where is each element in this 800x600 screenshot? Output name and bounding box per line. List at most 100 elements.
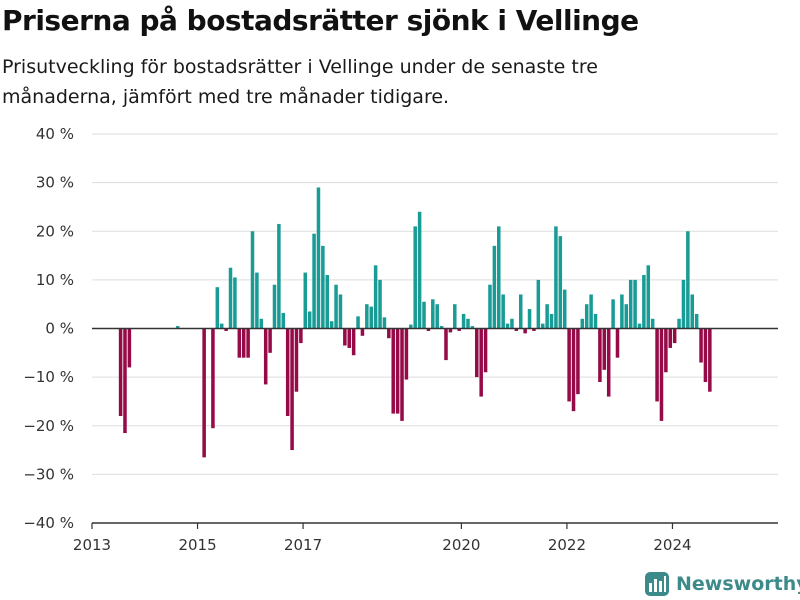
axes [92, 327, 778, 524]
bar [470, 326, 475, 329]
bar [611, 299, 615, 329]
y-tick-label: 40 % [36, 125, 74, 143]
last-value-annotation: −13 % [710, 0, 764, 4]
y-tick-label: −10 % [23, 368, 74, 386]
bar [400, 328, 404, 421]
bar [589, 294, 593, 329]
bar [558, 236, 563, 329]
bar [668, 328, 673, 348]
bar [263, 328, 268, 385]
bar [677, 318, 681, 329]
bar [285, 328, 290, 417]
bar [505, 323, 510, 329]
y-tick-label: 20 % [36, 222, 74, 240]
x-tick-label: 2013 [73, 536, 111, 554]
annotations: −13 % [710, 0, 764, 4]
bar [664, 328, 668, 373]
bar [655, 328, 659, 402]
chart-subtitle: Prisutveckling för bostadsrätter i Velli… [2, 56, 598, 108]
bar [523, 328, 527, 334]
bar [382, 317, 387, 329]
bar [387, 328, 391, 339]
bar [277, 223, 281, 329]
bar [202, 328, 206, 458]
bar [576, 328, 580, 395]
bar [628, 279, 633, 329]
bar [532, 328, 536, 331]
y-tick-label: −40 % [23, 514, 74, 532]
bar [299, 328, 303, 344]
bar [492, 245, 497, 329]
bar [598, 328, 602, 382]
bar [426, 328, 431, 331]
bar [303, 272, 308, 329]
bar [356, 316, 360, 329]
x-axis-ticks: 2013 2015 2017 2020 2022 2024 [73, 523, 692, 554]
brand-logo: Newsworthy [644, 570, 800, 598]
bar [312, 233, 316, 329]
bar [246, 328, 250, 358]
bar [501, 294, 505, 329]
bar [510, 318, 514, 329]
bar [417, 211, 422, 329]
bar [444, 328, 448, 361]
bar [325, 275, 330, 329]
y-axis-tick-labels: 40 % 30 % 20 % 10 % 0 % −10 % −20 % −30 % −40 % [23, 125, 74, 532]
x-tick-label: 2022 [548, 536, 586, 554]
bar [211, 328, 215, 429]
x-tick-label: 2015 [178, 536, 216, 554]
bar [497, 226, 501, 329]
y-tick-label: −20 % [23, 417, 74, 435]
bar [259, 318, 264, 329]
x-tick-label: 2024 [653, 536, 691, 554]
bar [255, 272, 259, 329]
bar [554, 226, 558, 329]
bar [373, 265, 378, 329]
bars [118, 187, 712, 458]
bar [650, 318, 655, 329]
y-tick-label: −30 % [23, 465, 74, 483]
bar [343, 328, 347, 346]
bar [268, 328, 272, 353]
bar [422, 301, 426, 329]
bar [378, 279, 382, 329]
bar [536, 279, 541, 329]
chart-title: Priserna på bostadsrätter sjönk i Vellin… [2, 4, 639, 37]
bar [360, 328, 365, 336]
bar [365, 304, 369, 329]
bar [439, 326, 444, 329]
bar [708, 328, 712, 392]
x-tick-label: 2020 [442, 536, 480, 554]
bar [681, 279, 686, 329]
bar [567, 328, 571, 402]
bar [466, 318, 470, 329]
bar [409, 324, 413, 329]
bar [453, 304, 457, 329]
bar [294, 328, 299, 392]
brand-name: Newsworthy [676, 573, 800, 595]
bar [281, 312, 286, 329]
bar [545, 304, 549, 329]
bar [118, 328, 123, 417]
bar [395, 328, 400, 414]
bar [620, 294, 624, 329]
bar [237, 328, 242, 358]
bar [413, 226, 417, 329]
bar [123, 328, 127, 434]
newsworthy-logo-icon [645, 572, 669, 596]
bar [633, 279, 637, 329]
bar [219, 323, 224, 329]
bar [642, 275, 646, 329]
bar [637, 323, 642, 329]
bar [602, 328, 607, 370]
bar [518, 294, 523, 329]
bar [571, 328, 576, 412]
bar [606, 328, 611, 397]
bar [624, 304, 629, 329]
bar [175, 326, 180, 329]
bar [694, 313, 699, 329]
bar [584, 304, 589, 329]
bar [672, 328, 677, 344]
bar [540, 323, 545, 329]
